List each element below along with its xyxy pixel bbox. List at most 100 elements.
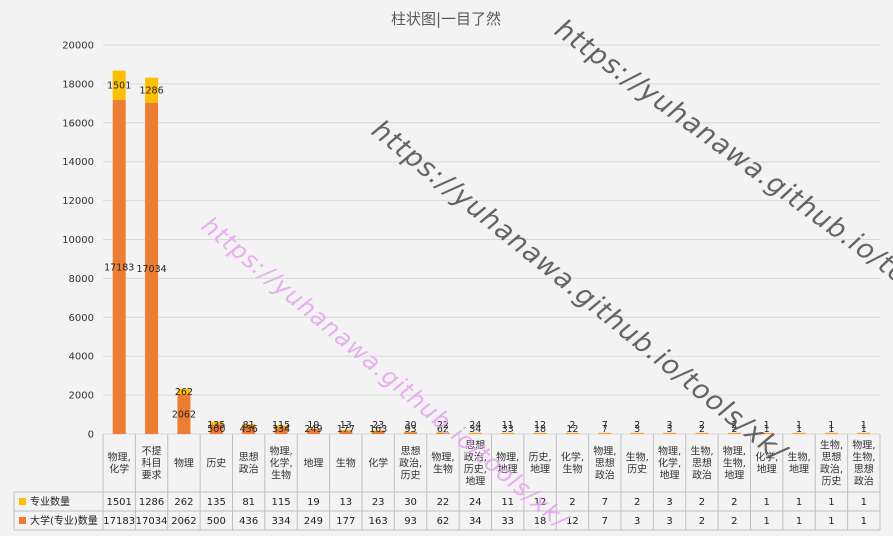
bar-major-count (274, 425, 288, 428)
table-value-cell: 13 (339, 497, 352, 508)
table-value-cell: 18 (534, 516, 547, 527)
y-tick-label: 4000 (69, 352, 94, 363)
y-tick-label: 2000 (69, 391, 94, 402)
table-value-cell: 22 (437, 497, 450, 508)
table-value-cell: 1 (796, 497, 802, 508)
y-tick-label: 10000 (62, 235, 94, 246)
category-label: 物理,思想政治 (593, 445, 616, 482)
data-label-major-count: 1 (861, 420, 867, 431)
y-tick-label: 18000 (62, 79, 94, 90)
bar-major-count (468, 432, 482, 434)
y-tick-label: 6000 (69, 313, 94, 324)
table-value-cell: 1 (796, 516, 802, 527)
bar-university-count (436, 432, 450, 434)
data-label-major-count: 115 (272, 420, 290, 431)
category-label: 化学,地理 (755, 451, 778, 476)
category-label: 化学,生物 (561, 451, 584, 476)
data-label-major-count: 262 (175, 387, 193, 398)
bar-major-count (695, 432, 709, 434)
table-value-cell: 3 (666, 516, 672, 527)
category-label: 物理,地理 (496, 451, 519, 476)
data-label-major-count: 12 (534, 420, 546, 431)
table-value-cell: 81 (242, 497, 255, 508)
data-label-university-count: 177 (337, 424, 355, 435)
bar-major-count (177, 388, 191, 394)
table-value-cell: 62 (437, 516, 450, 527)
bar-major-count (824, 432, 838, 434)
bar-university-count (630, 433, 644, 434)
bar-major-count (371, 430, 385, 431)
bar-major-count (857, 432, 871, 434)
bars (112, 70, 871, 435)
category-label: 物理,生物,地理 (723, 445, 746, 482)
data-label-major-count: 24 (469, 420, 481, 431)
bar-major-count (663, 432, 677, 434)
data-label-university-count: 33 (502, 424, 514, 435)
bar-major-count (727, 432, 741, 434)
data-label-university-count: 18 (534, 424, 546, 435)
category-label: 物理,生物,思想政治 (852, 439, 875, 488)
category-label: 思想政治,历史,地理 (464, 439, 487, 488)
table-value-cell: 135 (207, 497, 226, 508)
data-label-major-count: 2 (731, 420, 737, 431)
data-label-major-count: 2 (569, 420, 575, 431)
bar-university-count (533, 433, 547, 434)
bar-major-count (112, 70, 126, 100)
data-label-university-count: 1 (861, 424, 867, 435)
data-label-university-count: 34 (469, 424, 481, 435)
bar-major-count (436, 432, 450, 433)
data-label-university-count: 3 (667, 424, 673, 435)
table-value-cell: 12 (566, 516, 579, 527)
table-value-cell: 334 (272, 516, 291, 527)
bar-university-count (598, 433, 612, 434)
bar-university-count (727, 433, 741, 434)
data-label-university-count: 62 (437, 424, 449, 435)
table-value-cell: 7 (602, 516, 608, 527)
table-value-cell: 2 (731, 516, 737, 527)
bar-major-count (339, 429, 353, 431)
category-label: 生物 (336, 457, 356, 470)
legend-swatch (19, 517, 26, 524)
table-value-cell: 2 (569, 497, 575, 508)
table-value-cell: 1 (764, 516, 770, 527)
bar-university-count (663, 433, 677, 434)
category-label: 物理,化学 (108, 451, 131, 476)
data-label-major-count: 23 (372, 420, 384, 431)
table-value-cell: 1 (861, 497, 867, 508)
data-label-major-count: 2 (699, 420, 705, 431)
y-tick-label: 16000 (62, 118, 94, 129)
data-label-major-count: 2 (634, 420, 640, 431)
category-label: 生物,思想政治,历史 (820, 439, 843, 488)
table-value-cell: 1286 (139, 497, 164, 508)
y-tick-label: 14000 (62, 157, 94, 168)
bar-university-count (145, 102, 159, 435)
bar-university-count (760, 433, 774, 434)
data-label-major-count: 19 (307, 420, 319, 431)
y-tick-label: 20000 (62, 41, 94, 52)
bar-major-count (598, 432, 612, 434)
data-label-university-count: 2 (699, 424, 705, 435)
data-label-university-count: 249 (304, 424, 322, 435)
bar-university-count (306, 429, 320, 434)
table-value-cell: 23 (372, 497, 385, 508)
table-value-cell: 34 (469, 516, 482, 527)
data-label-major-count: 7 (602, 420, 608, 431)
bar-university-count (857, 433, 871, 434)
table-value-cell: 19 (307, 497, 320, 508)
table-value-cell: 12 (534, 497, 547, 508)
table-value-cell: 30 (404, 497, 417, 508)
bar-major-count (792, 432, 806, 434)
table-value-cell: 1 (828, 497, 834, 508)
data-label-major-count: 30 (405, 420, 417, 431)
data-label-university-count: 3 (634, 424, 640, 435)
gridlines (103, 44, 880, 435)
category-label: 物理,化学,生物 (269, 445, 292, 482)
data-label-university-count: 93 (405, 424, 417, 435)
table-value-cell: 7 (602, 497, 608, 508)
category-label: 思想政治 (239, 451, 259, 476)
table-value-cell: 2062 (171, 516, 196, 527)
bar-major-count (242, 423, 256, 426)
category-label: 历史,地理 (528, 452, 551, 476)
